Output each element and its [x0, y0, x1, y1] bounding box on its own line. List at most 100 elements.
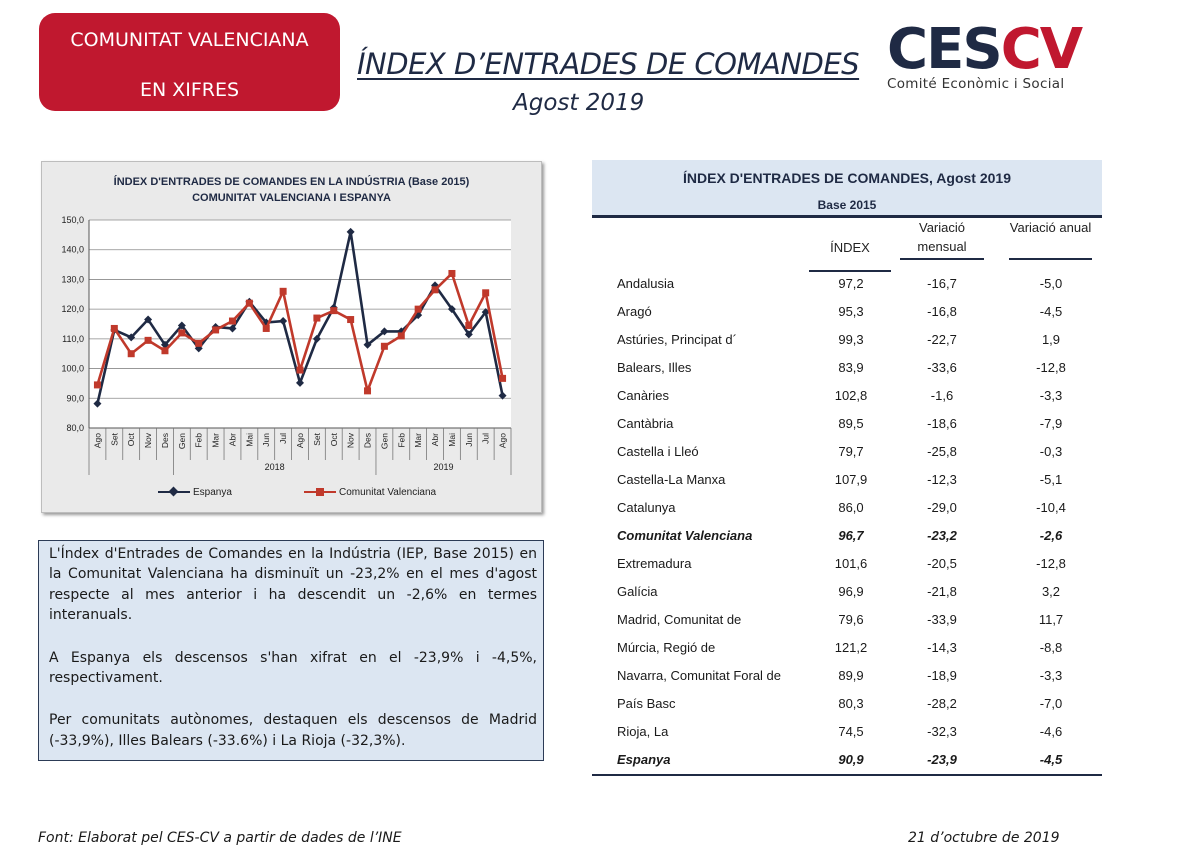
x-tick-label: Ago [92, 433, 102, 448]
data-point-espanya [447, 305, 456, 314]
legend-cv-label: Comunitat Valenciana [339, 487, 437, 498]
data-point-espanya [397, 327, 406, 336]
data-point-comunitat-valenciana [431, 286, 439, 294]
data-point-comunitat-valenciana [110, 324, 118, 332]
legend-espanya: Espanya [158, 487, 232, 498]
region-cell: Aragó [617, 304, 652, 319]
y-tick-label: 110,0 [62, 334, 84, 344]
legend-espanya-label: Espanya [193, 487, 232, 498]
data-point-espanya [346, 227, 355, 236]
table-row: Balears, Illes 83,9 -33,6 -12,8 [592, 354, 1102, 382]
data-point-espanya [144, 315, 153, 324]
y-tick-label: 90,0 [66, 393, 84, 403]
footer-date: 21 d’octubre de 2019 [908, 830, 1060, 846]
y-tick-label: 150,0 [61, 215, 84, 225]
table-row: Madrid, Comunitat de 79,6 -33,9 11,7 [592, 606, 1102, 634]
data-point-espanya [127, 333, 136, 342]
monthly-change-cell: -23,9 [927, 752, 957, 767]
region-cell: Canàries [617, 388, 670, 403]
monthly-change-cell: -20,5 [927, 556, 957, 571]
index-cell: 90,9 [838, 752, 864, 767]
logo-cv: CV [1000, 17, 1083, 82]
data-point-comunitat-valenciana [465, 321, 473, 329]
monthly-change-cell: -16,8 [927, 304, 957, 319]
data-point-comunitat-valenciana [482, 289, 490, 297]
x-tick-label: Nov [143, 432, 153, 448]
data-point-comunitat-valenciana [262, 324, 270, 332]
annual-change-cell: -4,5 [1039, 304, 1063, 319]
column-header-annual: Variació anual [1009, 218, 1092, 260]
data-point-comunitat-valenciana [296, 366, 304, 374]
monthly-change-cell: -32,3 [927, 724, 957, 739]
index-cell: 80,3 [838, 696, 864, 711]
x-tick-label: Des [160, 433, 170, 448]
region-cell: Extremadura [617, 556, 692, 571]
data-point-comunitat-valenciana [178, 329, 186, 337]
annual-change-cell: -10,4 [1036, 500, 1066, 515]
x-tick-label: Mai [244, 433, 254, 447]
monthly-change-cell: -25,8 [927, 444, 957, 459]
annual-change-cell: 1,9 [1041, 332, 1061, 347]
summary-paragraph-1: L'Índex d'Entrades de Comandes en la Ind… [49, 546, 537, 624]
x-tick-label: Mai [447, 433, 457, 447]
table-row: Canàries 102,8 -1,6 -3,3 [592, 382, 1102, 410]
monthly-change-cell: -33,9 [927, 612, 957, 627]
index-cell: 79,7 [838, 444, 864, 459]
plot-area [89, 220, 511, 428]
data-point-comunitat-valenciana [364, 387, 372, 395]
region-cell: Astúries, Principat d´ [617, 332, 737, 347]
table-row: País Basc 80,3 -28,2 -7,0 [592, 690, 1102, 718]
monthly-change-cell: -22,7 [927, 332, 957, 347]
x-tick-label: Set [109, 432, 119, 445]
data-point-comunitat-valenciana [127, 350, 135, 358]
y-tick-label: 130,0 [61, 274, 84, 284]
legend-cv: Comunitat Valenciana [304, 487, 436, 498]
summary-paragraph-2: A Espanya els descensos s'han xifrat en … [49, 649, 537, 687]
y-tick-label: 80,0 [66, 423, 84, 433]
data-point-comunitat-valenciana [448, 269, 456, 277]
index-cell: 99,3 [838, 332, 864, 347]
monthly-change-cell: -1,6 [930, 388, 954, 403]
monthly-change-cell: -12,3 [927, 472, 957, 487]
index-cell: 89,9 [838, 668, 864, 683]
index-cell: 79,6 [838, 612, 864, 627]
annual-change-cell: -4,5 [1039, 752, 1063, 767]
data-point-comunitat-valenciana [380, 342, 388, 350]
table-bottom-rule [592, 774, 1102, 776]
annual-change-cell: -0,3 [1039, 444, 1063, 459]
index-cell: 83,9 [838, 360, 864, 375]
x-tick-label: Mar [211, 433, 221, 448]
logo-mark: CESCV [887, 22, 1117, 78]
x-tick-label: Abr [430, 433, 440, 446]
column-header-monthly: Variació mensual [900, 218, 984, 260]
y-tick-label: 100,0 [61, 364, 84, 374]
x-tick-label: Des [363, 433, 373, 448]
year-label: 2018 [265, 462, 285, 472]
x-tick-label: Ago [498, 433, 508, 448]
x-tick-label: Jul [481, 433, 491, 444]
annual-change-cell: -8,8 [1039, 640, 1063, 655]
data-point-comunitat-valenciana [347, 316, 355, 324]
data-point-comunitat-valenciana [228, 317, 236, 325]
x-tick-label: Mar [413, 433, 423, 448]
data-point-espanya [363, 340, 372, 349]
table-row: Galícia 96,9 -21,8 3,2 [592, 578, 1102, 606]
table-row: Espanya 90,9 -23,9 -4,5 [592, 746, 1102, 774]
x-tick-label: Gen [177, 433, 187, 449]
annual-change-cell: -12,8 [1036, 360, 1066, 375]
logo-tagline: Comité Econòmic i Social [887, 76, 1065, 92]
index-cell: 74,5 [838, 724, 864, 739]
region-cell: Balears, Illes [617, 360, 692, 375]
region-cell: Andalusia [617, 276, 675, 291]
data-point-espanya [93, 399, 102, 408]
index-cell: 96,7 [838, 528, 864, 543]
x-tick-label: Jun [464, 433, 474, 447]
data-point-espanya [414, 311, 423, 320]
table-row: Cantàbria 89,5 -18,6 -7,9 [592, 410, 1102, 438]
table-row: Múrcia, Regió de 121,2 -14,3 -8,8 [592, 634, 1102, 662]
annual-change-cell: -3,3 [1039, 668, 1063, 683]
x-tick-label: Feb [396, 433, 406, 448]
x-tick-label: Oct [126, 432, 136, 446]
index-cell: 95,3 [838, 304, 864, 319]
data-point-comunitat-valenciana [313, 314, 321, 322]
